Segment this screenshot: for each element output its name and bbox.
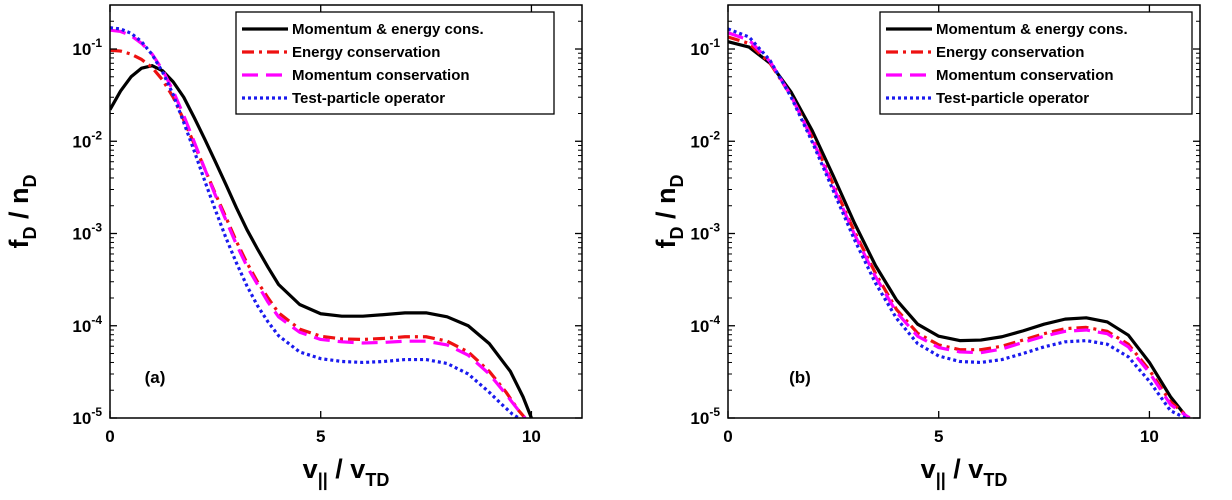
y-axis-label: fD / nD — [651, 174, 687, 248]
y-axis-label: fD / nD — [4, 174, 40, 248]
panel-label: (a) — [145, 368, 166, 387]
legend-label-4: Test-particle operator — [292, 90, 445, 107]
legend: Momentum & energy cons. Energy conservati… — [879, 11, 1193, 115]
y-tick-label: 10-1 — [72, 36, 102, 59]
series-line-2 — [110, 48, 527, 418]
legend: Momentum & energy cons. Energy conservati… — [235, 11, 555, 115]
y-tick-label: 10-2 — [690, 128, 720, 151]
legend-label-1: Momentum & energy cons. — [936, 21, 1128, 38]
y-tick-label: 10-1 — [690, 36, 720, 59]
x-tick-label: 5 — [934, 427, 943, 446]
legend-label-2: Energy conservation — [292, 44, 440, 61]
y-tick-label: 10-3 — [72, 221, 102, 244]
series-line-2 — [728, 35, 1191, 418]
legend-label-3: Momentum conservation — [936, 67, 1114, 84]
x-tick-label: 5 — [316, 427, 325, 446]
x-tick-label: 10 — [1140, 427, 1159, 446]
legend-label-1: Momentum & energy cons. — [292, 21, 484, 38]
y-tick-label: 10-5 — [72, 405, 102, 428]
legend-label-4: Test-particle operator — [936, 90, 1089, 107]
legend-label-2: Energy conservation — [936, 44, 1084, 61]
y-tick-label: 10-2 — [72, 128, 102, 151]
plot-frame — [727, 4, 1201, 419]
plot-frame — [109, 4, 583, 419]
series-group — [110, 26, 533, 418]
series-line-1 — [728, 40, 1189, 418]
legend-label-3: Momentum conservation — [292, 67, 470, 84]
x-tick-label: 10 — [522, 427, 541, 446]
series-line-4 — [728, 27, 1186, 418]
y-tick-label: 10-4 — [690, 313, 720, 336]
chart-panel-b: 0 5 10 10-5 10-4 10-3 10-2 10-1 v|| / vTD fD / nD… — [651, 4, 1201, 490]
y-tick-label: 10-4 — [72, 313, 102, 336]
x-axis-label: v|| / vTD — [303, 454, 390, 490]
x-tick-label: 0 — [723, 427, 732, 446]
y-tick-label: 10-5 — [690, 405, 720, 428]
x-tick-label: 0 — [105, 427, 114, 446]
legend-box — [235, 11, 555, 115]
series-group — [728, 27, 1191, 418]
x-axis-label: v|| / vTD — [921, 454, 1008, 490]
y-tick-label: 10-3 — [690, 221, 720, 244]
panel-label: (b) — [789, 368, 811, 387]
chart-panel-a: 0 5 10 10-5 10-4 10-3 10-2 10-1 v|| / vTD fD / nD… — [4, 4, 583, 490]
series-line-3 — [110, 28, 527, 418]
series-line-1 — [110, 64, 533, 418]
series-line-4 — [110, 26, 520, 418]
